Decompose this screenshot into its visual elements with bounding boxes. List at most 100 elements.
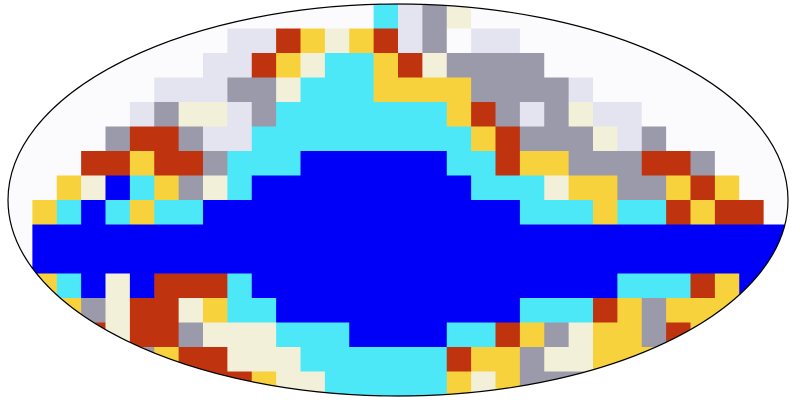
map-cell <box>544 298 569 323</box>
map-cell <box>422 274 447 299</box>
map-cell <box>57 102 82 127</box>
map-cell <box>8 78 33 103</box>
map-cell <box>569 323 594 348</box>
map-cell <box>447 29 472 54</box>
map-cell <box>617 53 642 78</box>
map-cell <box>691 200 716 225</box>
map-cell <box>447 225 472 250</box>
map-cell <box>398 78 423 103</box>
map-cell <box>422 323 447 348</box>
map-cell <box>325 53 350 78</box>
map-cell <box>471 225 496 250</box>
map-cell <box>179 29 204 54</box>
map-cell <box>179 200 204 225</box>
map-cell <box>520 176 545 201</box>
map-cell <box>764 102 789 127</box>
map-cell <box>179 298 204 323</box>
map-cell <box>227 298 252 323</box>
map-cell <box>642 151 667 176</box>
map-cell <box>374 176 399 201</box>
map-cell <box>398 298 423 323</box>
map-cell <box>81 29 106 54</box>
map-cell <box>179 78 204 103</box>
map-cell <box>106 225 131 250</box>
map-cell <box>593 102 618 127</box>
map-cell <box>252 127 277 152</box>
map-cell <box>57 29 82 54</box>
map-cell <box>252 298 277 323</box>
map-cell <box>203 102 228 127</box>
map-cell <box>422 4 447 29</box>
map-cell <box>569 176 594 201</box>
map-cell <box>154 347 179 372</box>
map-cell <box>252 249 277 274</box>
map-cell <box>593 323 618 348</box>
map-cell <box>617 29 642 54</box>
map-cell <box>81 4 106 29</box>
map-cell <box>471 78 496 103</box>
map-cell <box>8 102 33 127</box>
map-cell <box>349 53 374 78</box>
map-cell <box>422 127 447 152</box>
map-cell <box>81 249 106 274</box>
map-cell <box>252 225 277 250</box>
map-cell <box>642 274 667 299</box>
map-cell <box>203 78 228 103</box>
map-cell <box>520 298 545 323</box>
map-cell <box>520 53 545 78</box>
map-cell <box>715 102 740 127</box>
map-cell <box>227 29 252 54</box>
map-cell <box>447 127 472 152</box>
map-cell <box>471 151 496 176</box>
map-cell <box>57 78 82 103</box>
map-cell <box>349 127 374 152</box>
map-cell <box>252 176 277 201</box>
map-cell <box>106 151 131 176</box>
map-cell <box>227 102 252 127</box>
map-cell <box>739 4 764 29</box>
map-cell <box>32 274 57 299</box>
map-cell <box>569 4 594 29</box>
map-cell <box>106 4 131 29</box>
map-cell <box>739 29 764 54</box>
map-cell <box>349 151 374 176</box>
map-cell <box>106 274 131 299</box>
map-cell <box>32 225 57 250</box>
map-cell <box>666 4 691 29</box>
map-cell <box>179 274 204 299</box>
map-cell <box>544 323 569 348</box>
map-cell <box>496 372 521 397</box>
map-cell <box>252 347 277 372</box>
map-cell <box>617 200 642 225</box>
map-cell <box>642 372 667 397</box>
map-cell <box>8 274 33 299</box>
map-cell <box>520 249 545 274</box>
map-cell <box>544 347 569 372</box>
map-cell <box>154 274 179 299</box>
map-cell <box>496 200 521 225</box>
map-cell <box>764 274 789 299</box>
map-cell <box>739 249 764 274</box>
map-cell <box>349 4 374 29</box>
map-cell <box>349 274 374 299</box>
map-cell <box>32 102 57 127</box>
map-cell <box>422 176 447 201</box>
map-cell <box>691 372 716 397</box>
map-cell <box>593 151 618 176</box>
map-cell <box>666 249 691 274</box>
map-cell <box>496 323 521 348</box>
map-cell <box>715 323 740 348</box>
map-cell <box>130 4 155 29</box>
map-cell <box>471 347 496 372</box>
map-cell <box>447 274 472 299</box>
map-cell <box>325 4 350 29</box>
map-cell <box>544 372 569 397</box>
map-cell <box>520 200 545 225</box>
map-cell <box>447 323 472 348</box>
map-cell <box>764 249 789 274</box>
map-cell <box>8 249 33 274</box>
map-cell <box>276 151 301 176</box>
map-cell <box>301 298 326 323</box>
map-cell <box>739 372 764 397</box>
